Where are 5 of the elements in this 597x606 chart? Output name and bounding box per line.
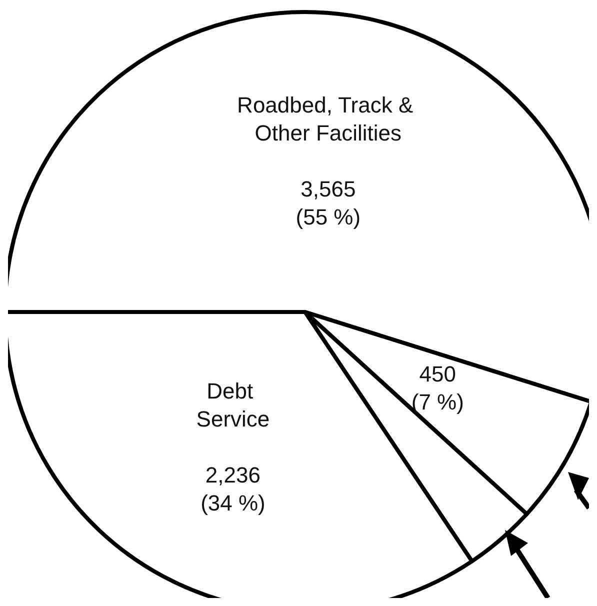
data-label: 450 (7 %) — [411, 362, 464, 415]
slice-label: Roadbed, Track & Other Facilities — [237, 92, 420, 146]
data-label: 3,565 (55 %) — [296, 176, 361, 230]
slice-label: Debt Service — [196, 378, 270, 432]
data-label: 2,236 (34 %) — [200, 462, 266, 516]
